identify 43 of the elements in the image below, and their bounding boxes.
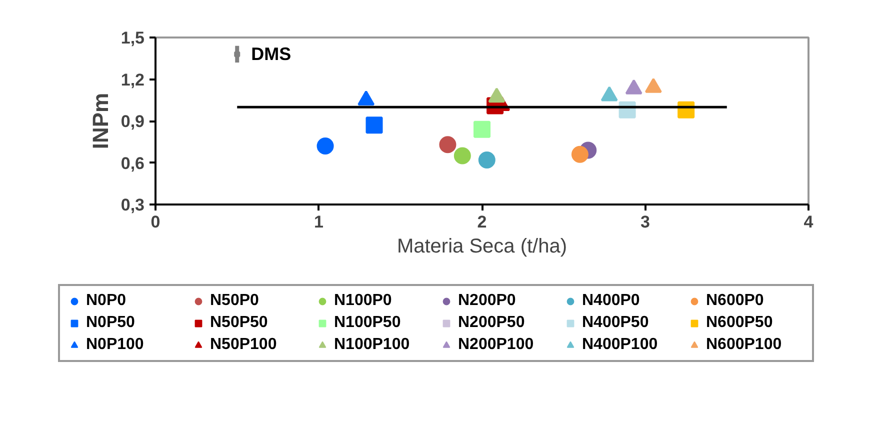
legend-label: N200P100 — [458, 336, 535, 354]
legend-label: N600P100 — [706, 336, 783, 354]
legend-label: N600P0 — [706, 292, 765, 310]
y-tick-label: 0,9 — [120, 112, 145, 131]
y-axis-title: INPm — [88, 92, 113, 150]
legend-label: N50P100 — [210, 336, 278, 354]
x-tick-label: 2 — [477, 212, 487, 232]
legend-label: N0P100 — [86, 336, 145, 354]
legend-label: N100P50 — [334, 314, 402, 332]
legend-label: N50P50 — [210, 314, 269, 332]
point — [439, 136, 456, 154]
legend-label: N200P50 — [458, 314, 526, 332]
legend-label: N400P100 — [582, 336, 659, 354]
x-tick-label: 3 — [640, 212, 650, 232]
y-tick-label: 1,5 — [120, 28, 145, 48]
annotation: DMS — [251, 44, 292, 64]
point — [644, 78, 662, 93]
y-tick-label: 0,6 — [120, 154, 145, 173]
legend-label: N600P50 — [706, 314, 774, 332]
point — [571, 146, 588, 163]
legend-label: N400P50 — [582, 314, 650, 332]
legend-label: N100P100 — [334, 336, 411, 354]
point — [474, 120, 490, 138]
x-tick-label: 0 — [150, 212, 160, 232]
legend-label: N0P0 — [86, 292, 128, 310]
point — [488, 88, 506, 103]
point — [600, 86, 618, 102]
point — [454, 147, 471, 164]
x-tick-label: 1 — [314, 212, 324, 232]
y-tick-label: 0,3 — [120, 196, 145, 214]
point — [366, 116, 383, 134]
legend-label: N200P0 — [458, 292, 517, 310]
y-tick-label: 1,2 — [120, 70, 145, 90]
x-axis-title: Materia Seca (t/ha) — [396, 236, 568, 258]
point — [478, 151, 496, 168]
legend-label: N0P50 — [86, 314, 136, 332]
point — [316, 138, 334, 155]
x-tick-label: 4 — [804, 212, 814, 232]
legend-label: N50P0 — [210, 292, 260, 310]
point — [625, 79, 642, 94]
legend-label: N400P0 — [582, 292, 641, 310]
legend-label: N100P0 — [334, 292, 393, 310]
point — [358, 90, 375, 106]
